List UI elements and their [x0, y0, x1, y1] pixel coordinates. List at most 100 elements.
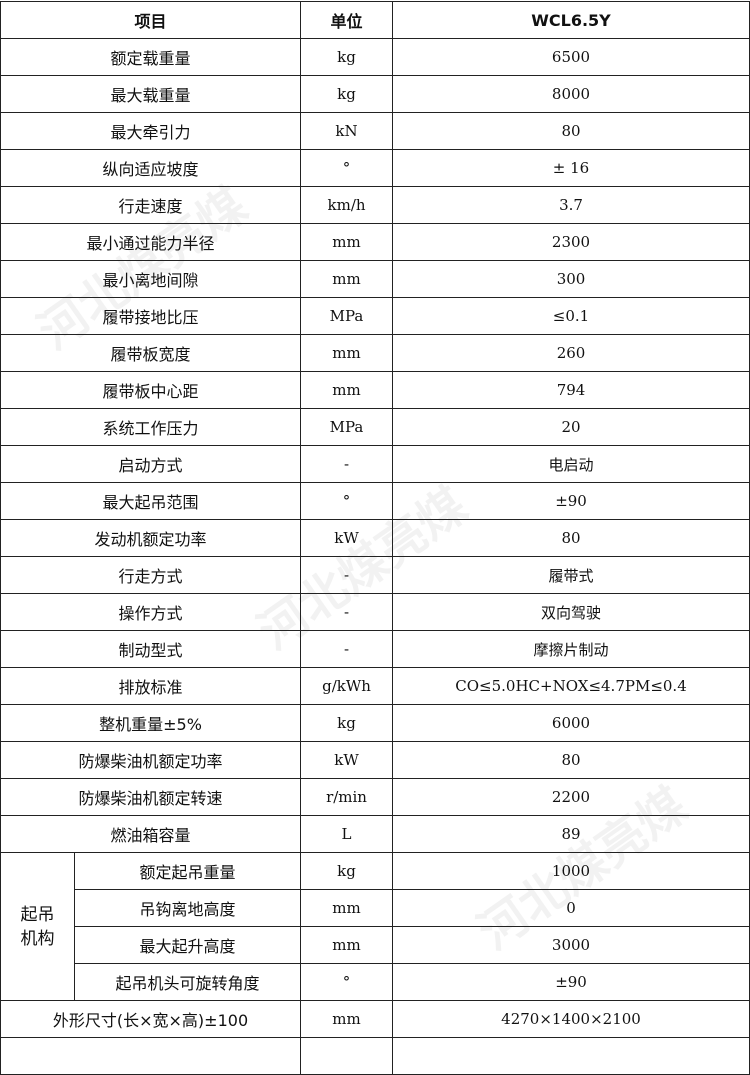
item-cell: 最小离地间隙 — [0, 260, 302, 298]
item-cell: 制动型式 — [0, 630, 302, 668]
unit-cell: mm — [300, 926, 394, 964]
header-model: WCL6.5Y — [392, 1, 750, 39]
empty-cell — [392, 1037, 750, 1075]
item-cell: 最大起吊范围 — [0, 482, 302, 520]
unit-cell: kg — [300, 75, 394, 113]
unit-cell: kW — [300, 741, 394, 779]
item-cell: 操作方式 — [0, 593, 302, 631]
table-row: 排放标准 g/kWh CO≤5.0HC+NOX≤4.7PM≤0.4 — [0, 667, 750, 705]
table-row: 行走方式 - 履带式 — [0, 556, 750, 594]
value-cell: 履带式 — [392, 556, 750, 594]
item-cell: 起吊机头可旋转角度 — [73, 963, 302, 1001]
unit-cell: ° — [300, 482, 394, 520]
unit-cell: r/min — [300, 778, 394, 816]
unit-cell: kg — [300, 852, 394, 890]
value-cell: 6000 — [392, 704, 750, 742]
unit-cell: MPa — [300, 408, 394, 446]
item-cell: 防爆柴油机额定转速 — [0, 778, 302, 816]
value-cell: 80 — [392, 741, 750, 779]
value-cell: 260 — [392, 334, 750, 372]
table-row: 最大牵引力 kN 80 — [0, 112, 750, 150]
table-row: 外形尺寸(长×宽×高)±100 mm 4270×1400×2100 — [0, 1000, 750, 1038]
value-cell: CO≤5.0HC+NOX≤4.7PM≤0.4 — [392, 667, 750, 705]
empty-cell — [300, 1037, 394, 1075]
empty-cell — [0, 1037, 302, 1075]
unit-cell: kg — [300, 38, 394, 76]
value-cell: ±90 — [392, 963, 750, 1001]
value-cell: 8000 — [392, 75, 750, 113]
value-cell: 80 — [392, 519, 750, 557]
unit-cell: - — [300, 556, 394, 594]
item-cell: 行走速度 — [0, 186, 302, 224]
item-cell: 履带板宽度 — [0, 334, 302, 372]
item-cell: 额定起吊重量 — [73, 852, 302, 890]
table-row: 整机重量±5% kg 6000 — [0, 704, 750, 742]
value-cell: 89 — [392, 815, 750, 853]
value-cell: 摩擦片制动 — [392, 630, 750, 668]
item-cell: 最大起升高度 — [73, 926, 302, 964]
value-cell: 电启动 — [392, 445, 750, 483]
item-cell: 吊钩离地高度 — [73, 889, 302, 927]
unit-cell: km/h — [300, 186, 394, 224]
item-cell: 燃油箱容量 — [0, 815, 302, 853]
value-cell: ±90 — [392, 482, 750, 520]
item-cell: 纵向适应坡度 — [0, 149, 302, 187]
unit-cell: mm — [300, 334, 394, 372]
header-unit: 单位 — [300, 1, 394, 39]
table-row-partial — [0, 1037, 750, 1075]
table-row: 发动机额定功率 kW 80 — [0, 519, 750, 557]
unit-cell: L — [300, 815, 394, 853]
value-cell: 6500 — [392, 38, 750, 76]
item-cell: 启动方式 — [0, 445, 302, 483]
value-cell: 双向驾驶 — [392, 593, 750, 631]
table-row: 防爆柴油机额定转速 r/min 2200 — [0, 778, 750, 816]
item-cell: 外形尺寸(长×宽×高)±100 — [0, 1000, 302, 1038]
value-cell: 2300 — [392, 223, 750, 261]
item-cell: 履带板中心距 — [0, 371, 302, 409]
item-cell: 最大牵引力 — [0, 112, 302, 150]
unit-cell: mm — [300, 371, 394, 409]
unit-cell: MPa — [300, 297, 394, 335]
table-row: 燃油箱容量 L 89 — [0, 815, 750, 853]
header-row: 项目 单位 WCL6.5Y — [0, 1, 750, 39]
unit-cell: - — [300, 630, 394, 668]
item-cell: 排放标准 — [0, 667, 302, 705]
unit-cell: - — [300, 445, 394, 483]
table-row: 最大载重量 kg 8000 — [0, 75, 750, 113]
item-cell: 行走方式 — [0, 556, 302, 594]
item-cell: 防爆柴油机额定功率 — [0, 741, 302, 779]
value-cell: 20 — [392, 408, 750, 446]
table-row: 最大起升高度 mm 3000 — [1, 926, 750, 964]
value-cell: 80 — [392, 112, 750, 150]
value-cell: 1000 — [392, 852, 750, 890]
value-cell: 794 — [392, 371, 750, 409]
value-cell: 0 — [392, 889, 750, 927]
item-cell: 最大载重量 — [0, 75, 302, 113]
unit-cell: kg — [300, 704, 394, 742]
unit-cell: mm — [300, 889, 394, 927]
table-row: 额定载重量 kg 6500 — [0, 38, 750, 76]
value-cell: 3000 — [392, 926, 750, 964]
table-row: 最小离地间隙 mm 300 — [0, 260, 750, 298]
unit-cell: g/kWh — [300, 667, 394, 705]
value-cell: 300 — [392, 260, 750, 298]
item-cell: 整机重量±5% — [0, 704, 302, 742]
unit-cell: - — [300, 593, 394, 631]
item-cell: 系统工作压力 — [0, 408, 302, 446]
value-cell: ≤0.1 — [392, 297, 750, 335]
unit-cell: ° — [300, 963, 394, 1001]
table-row: 起吊机头可旋转角度 ° ±90 — [1, 963, 750, 1001]
group-label-cell: 起吊机构 — [0, 852, 75, 1001]
table-row: 最小通过能力半径 mm 2300 — [0, 223, 750, 261]
table-row: 履带板宽度 mm 260 — [0, 334, 750, 372]
unit-cell: mm — [300, 1000, 394, 1038]
value-cell: 2200 — [392, 778, 750, 816]
table-row: 履带接地比压 MPa ≤0.1 — [0, 297, 750, 335]
header-item: 项目 — [0, 1, 302, 39]
table-row: 操作方式 - 双向驾驶 — [0, 593, 750, 631]
item-cell: 履带接地比压 — [0, 297, 302, 335]
unit-cell: mm — [300, 260, 394, 298]
item-cell: 额定载重量 — [0, 38, 302, 76]
item-cell: 发动机额定功率 — [0, 519, 302, 557]
